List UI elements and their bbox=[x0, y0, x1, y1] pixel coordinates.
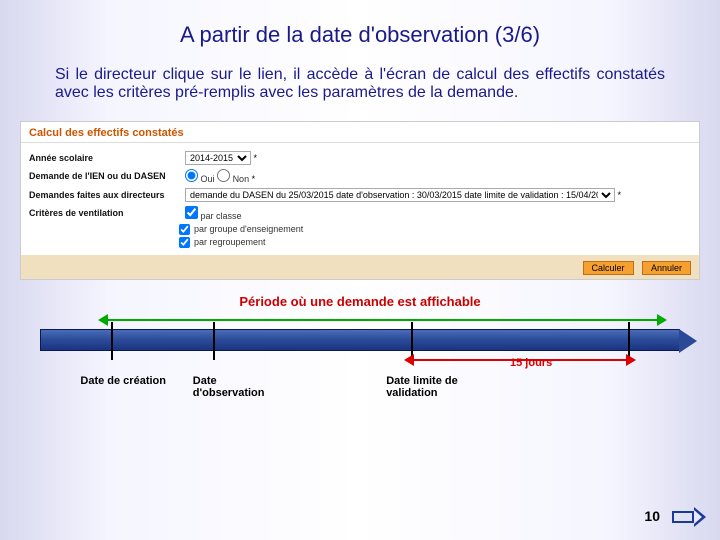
radio-oui[interactable] bbox=[185, 169, 198, 182]
slide-title: A partir de la date d'observation (3/6) bbox=[0, 0, 720, 48]
chk-groupe-label: par groupe d'enseignement bbox=[194, 224, 303, 234]
screenshot-body: Année scolaire 2014-2015 * Demande de l'… bbox=[21, 143, 699, 255]
slide-subtitle: Si le directeur clique sur le lien, il a… bbox=[0, 48, 720, 113]
criteres-label: Critères de ventilation bbox=[29, 208, 179, 218]
calculer-button[interactable]: Calculer bbox=[583, 261, 634, 275]
annuler-button[interactable]: Annuler bbox=[642, 261, 691, 275]
required-star: * bbox=[618, 190, 622, 200]
year-select[interactable]: 2014-2015 bbox=[185, 151, 251, 165]
radio-non[interactable] bbox=[217, 169, 230, 182]
chk-classe-label: par classe bbox=[201, 211, 242, 221]
demand-label: Demande de l'IEN ou du DASEN bbox=[29, 171, 179, 181]
label-creation: Date de création bbox=[80, 375, 170, 387]
bar-arrowhead bbox=[679, 329, 697, 353]
timeline: Période où une demande est affichable Da… bbox=[40, 294, 680, 444]
directeurs-label: Demandes faites aux directeurs bbox=[29, 190, 179, 200]
required-star: * bbox=[252, 174, 256, 184]
timeline-bar bbox=[40, 329, 680, 351]
chk-regroup-label: par regroupement bbox=[194, 237, 266, 247]
embedded-screenshot: Calcul des effectifs constatés Année sco… bbox=[20, 121, 700, 280]
required-star: * bbox=[254, 153, 258, 163]
year-label: Année scolaire bbox=[29, 153, 179, 163]
screenshot-header: Calcul des effectifs constatés bbox=[21, 122, 699, 143]
radio-non-label: Non bbox=[233, 174, 250, 184]
green-period-arrow bbox=[40, 311, 680, 329]
label-limite: Date limite de validation bbox=[386, 375, 476, 399]
chk-groupe[interactable] bbox=[179, 224, 190, 235]
directeurs-select[interactable]: demande du DASEN du 25/03/2015 date d'ob… bbox=[185, 188, 615, 202]
timeline-labels: Date de création Date d'observation Date… bbox=[40, 375, 680, 415]
chk-classe[interactable] bbox=[185, 206, 198, 219]
radio-oui-label: Oui bbox=[201, 174, 215, 184]
screenshot-footer: Calculer Annuler bbox=[21, 255, 699, 279]
label-observation: Date d'observation bbox=[193, 375, 283, 399]
red-15j-arrow bbox=[40, 353, 680, 369]
chk-regroup[interactable] bbox=[179, 237, 190, 248]
page-number: 10 bbox=[644, 508, 660, 524]
next-slide-arrow-icon[interactable] bbox=[672, 508, 706, 526]
label-15jours: 15 jours bbox=[510, 357, 552, 369]
period-label: Période où une demande est affichable bbox=[40, 294, 680, 309]
